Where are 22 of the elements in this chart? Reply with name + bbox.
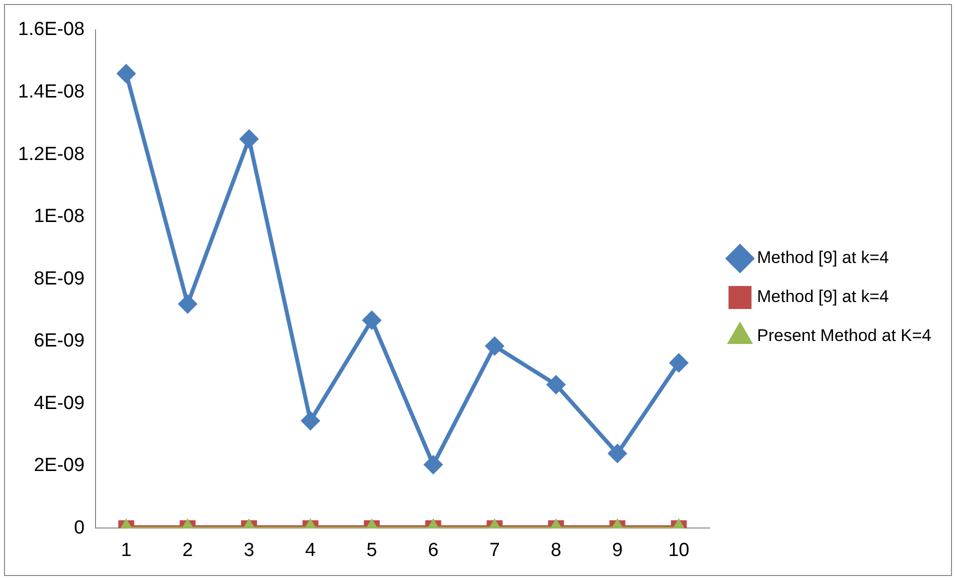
x-tick-label: 9 [612, 540, 623, 561]
x-tick-label: 6 [428, 540, 439, 561]
y-tick-label: 8E-09 [34, 268, 85, 290]
x-tick-label: 8 [550, 540, 562, 561]
y-tick-label: 1.4E-08 [18, 82, 85, 103]
x-tick-label: 10 [668, 540, 690, 561]
y-tick-label: 6E-09 [34, 330, 85, 352]
x-tick-label: 5 [366, 540, 378, 561]
y-tick-label: 2E-09 [34, 455, 85, 476]
x-tick-label: 3 [244, 540, 254, 561]
legend-label: Present Method at K=4 [757, 326, 932, 346]
legend-label: Method [9] at k=4 [757, 248, 889, 268]
x-tick-label: 7 [489, 540, 500, 561]
x-tick-label: 2 [182, 540, 193, 561]
x-tick-label: 1 [120, 540, 132, 561]
x-tick-label: 4 [305, 540, 316, 561]
y-tick-label: 1.2E-08 [18, 144, 85, 165]
y-tick-label: 0 [74, 517, 85, 538]
y-tick-label: 1E-08 [34, 206, 85, 228]
legend-label: Method [9] at k=4 [757, 287, 889, 306]
y-tick-label: 1.6E-08 [18, 19, 85, 40]
y-tick-label: 4E-09 [34, 392, 85, 414]
